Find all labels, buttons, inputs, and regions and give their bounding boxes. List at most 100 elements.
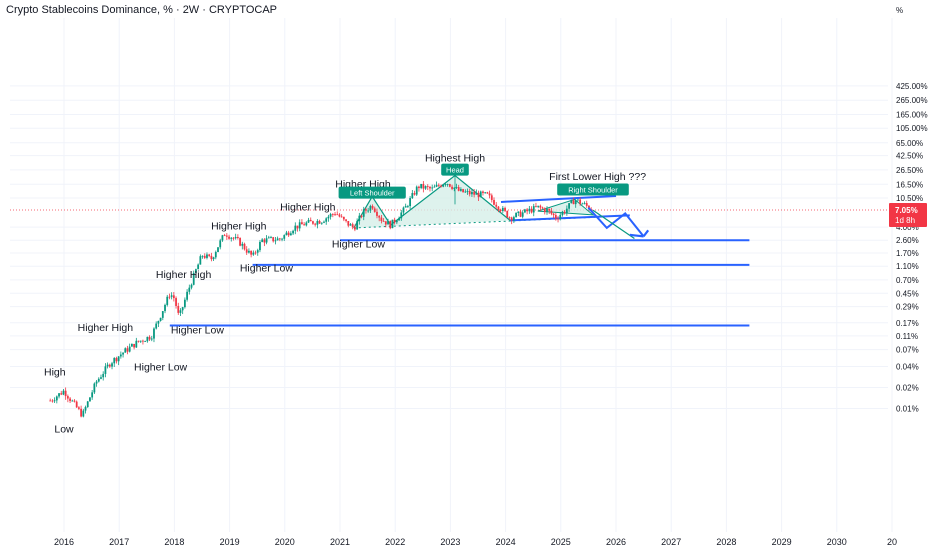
- pattern-tag-label: Left Shoulder: [350, 189, 395, 198]
- candle-body: [91, 392, 94, 398]
- annotation-label: High: [44, 366, 66, 378]
- candle-body: [104, 366, 107, 374]
- pattern-tag-label: Right Shoulder: [568, 185, 618, 194]
- candle-body: [546, 208, 548, 213]
- candle-body: [219, 240, 222, 248]
- x-axis: 2016 2017 2018 2019 2020 2021 2022 2023 2024 2025…: [54, 537, 897, 547]
- candle-body: [256, 250, 259, 253]
- candle-body: [197, 264, 200, 270]
- candle-body: [453, 187, 456, 189]
- y-tick-label: 2.60%: [896, 236, 919, 245]
- projection-path: [587, 207, 650, 239]
- candle-body: [166, 296, 169, 305]
- axis-unit: %: [896, 6, 903, 15]
- y-tick-label: 165.00%: [896, 111, 928, 120]
- candle-body: [535, 206, 537, 207]
- y-tick-label: 0.29%: [896, 303, 919, 312]
- y-axis: % 425.00% 265.00% 165.00% 105.00% 65.00% 42.50…: [896, 6, 928, 414]
- x-tick-label: 20: [887, 537, 897, 547]
- candle-body: [398, 218, 400, 221]
- candle-body: [287, 232, 290, 236]
- candle-body: [122, 352, 124, 355]
- candle-body: [550, 210, 553, 214]
- annotation-label: Higher High: [78, 322, 134, 334]
- candle-body: [422, 183, 425, 189]
- candle-body: [395, 220, 398, 223]
- candle-body: [82, 410, 85, 417]
- candle-body: [161, 311, 164, 318]
- candle-body: [477, 192, 480, 198]
- annotation-label: Higher Low: [134, 362, 188, 374]
- y-tick-label: 0.04%: [896, 363, 919, 372]
- candle-body: [115, 358, 118, 362]
- candle-body: [318, 220, 321, 224]
- target-line: [592, 209, 635, 239]
- x-tick-label: 2021: [330, 537, 350, 547]
- candle-body: [367, 210, 370, 212]
- candle-body: [362, 209, 365, 217]
- pattern-tag-label: Head: [446, 166, 464, 175]
- candle-body: [409, 198, 412, 207]
- candle-body: [406, 206, 409, 207]
- candle-body: [382, 220, 385, 222]
- candle-body: [228, 236, 230, 239]
- pattern-tag-bg: [441, 163, 469, 176]
- candle-body: [126, 348, 129, 352]
- candle-body: [108, 364, 111, 367]
- candle-body: [435, 184, 438, 187]
- candle-body: [329, 214, 332, 217]
- candle-body: [265, 238, 268, 243]
- candle-body: [400, 212, 403, 219]
- y-tick-label: 0.45%: [896, 289, 919, 298]
- candle-body: [135, 340, 138, 348]
- x-tick-label: 2028: [716, 537, 736, 547]
- candle-body: [342, 216, 345, 220]
- candle-body: [501, 207, 504, 212]
- x-tick-label: 2030: [827, 537, 847, 547]
- annotation-label: Higher Low: [171, 324, 225, 336]
- arrow-head: [642, 229, 650, 238]
- candle-body: [404, 206, 407, 208]
- candle-body: [554, 215, 557, 219]
- candle-body: [457, 187, 460, 191]
- candle-body: [451, 186, 453, 189]
- candle-body: [420, 183, 423, 189]
- candle-body: [259, 241, 261, 251]
- candle-body: [263, 239, 266, 243]
- candle-body: [241, 243, 244, 246]
- candle-body: [495, 204, 498, 207]
- y-tick-label: 65.00%: [896, 139, 923, 148]
- candle-body: [331, 214, 334, 215]
- candle-body: [402, 207, 405, 213]
- candle-body: [517, 211, 520, 213]
- candle-body: [360, 215, 363, 217]
- candle-body: [418, 186, 420, 189]
- candle-body: [446, 184, 449, 185]
- y-tick-label: 4.00%: [896, 223, 919, 232]
- candle-body: [148, 336, 151, 340]
- y-tick-label: 42.50%: [896, 152, 923, 161]
- candle-body: [292, 230, 294, 234]
- y-tick-label: 0.01%: [896, 405, 919, 414]
- candle-body: [524, 209, 526, 213]
- y-tick-label: 26.50%: [896, 166, 923, 175]
- candle-body: [124, 348, 127, 353]
- candle-body: [133, 343, 136, 348]
- annotation-label: Higher High: [211, 221, 267, 233]
- candle-body: [117, 356, 120, 362]
- candle-body: [139, 340, 142, 342]
- candle-body: [276, 238, 279, 241]
- candle-body: [484, 192, 487, 194]
- candle-body: [577, 199, 579, 201]
- candle-body: [195, 269, 197, 273]
- candle-body: [66, 396, 69, 399]
- candle-body: [376, 211, 378, 216]
- x-tick-label: 2025: [551, 537, 571, 547]
- candle-body: [309, 219, 312, 222]
- candle-body: [217, 247, 219, 252]
- candle-body: [581, 203, 584, 205]
- candle-body: [261, 239, 264, 242]
- annotation-label: Higher High: [280, 202, 336, 214]
- candle-body: [356, 221, 359, 230]
